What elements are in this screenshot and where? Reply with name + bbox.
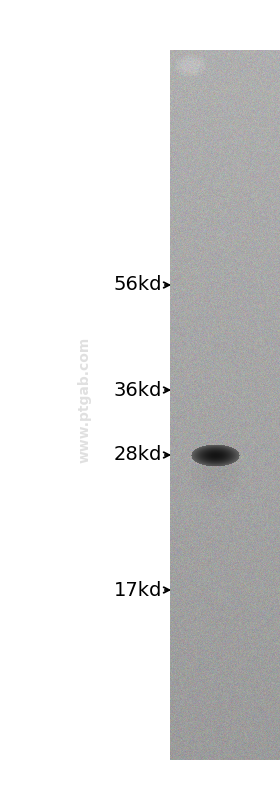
Text: 17kd: 17kd [114, 581, 162, 599]
Text: 36kd: 36kd [114, 380, 162, 400]
Text: 56kd: 56kd [113, 276, 162, 295]
Text: www.ptgab.com: www.ptgab.com [78, 336, 92, 463]
Text: 28kd: 28kd [114, 446, 162, 464]
